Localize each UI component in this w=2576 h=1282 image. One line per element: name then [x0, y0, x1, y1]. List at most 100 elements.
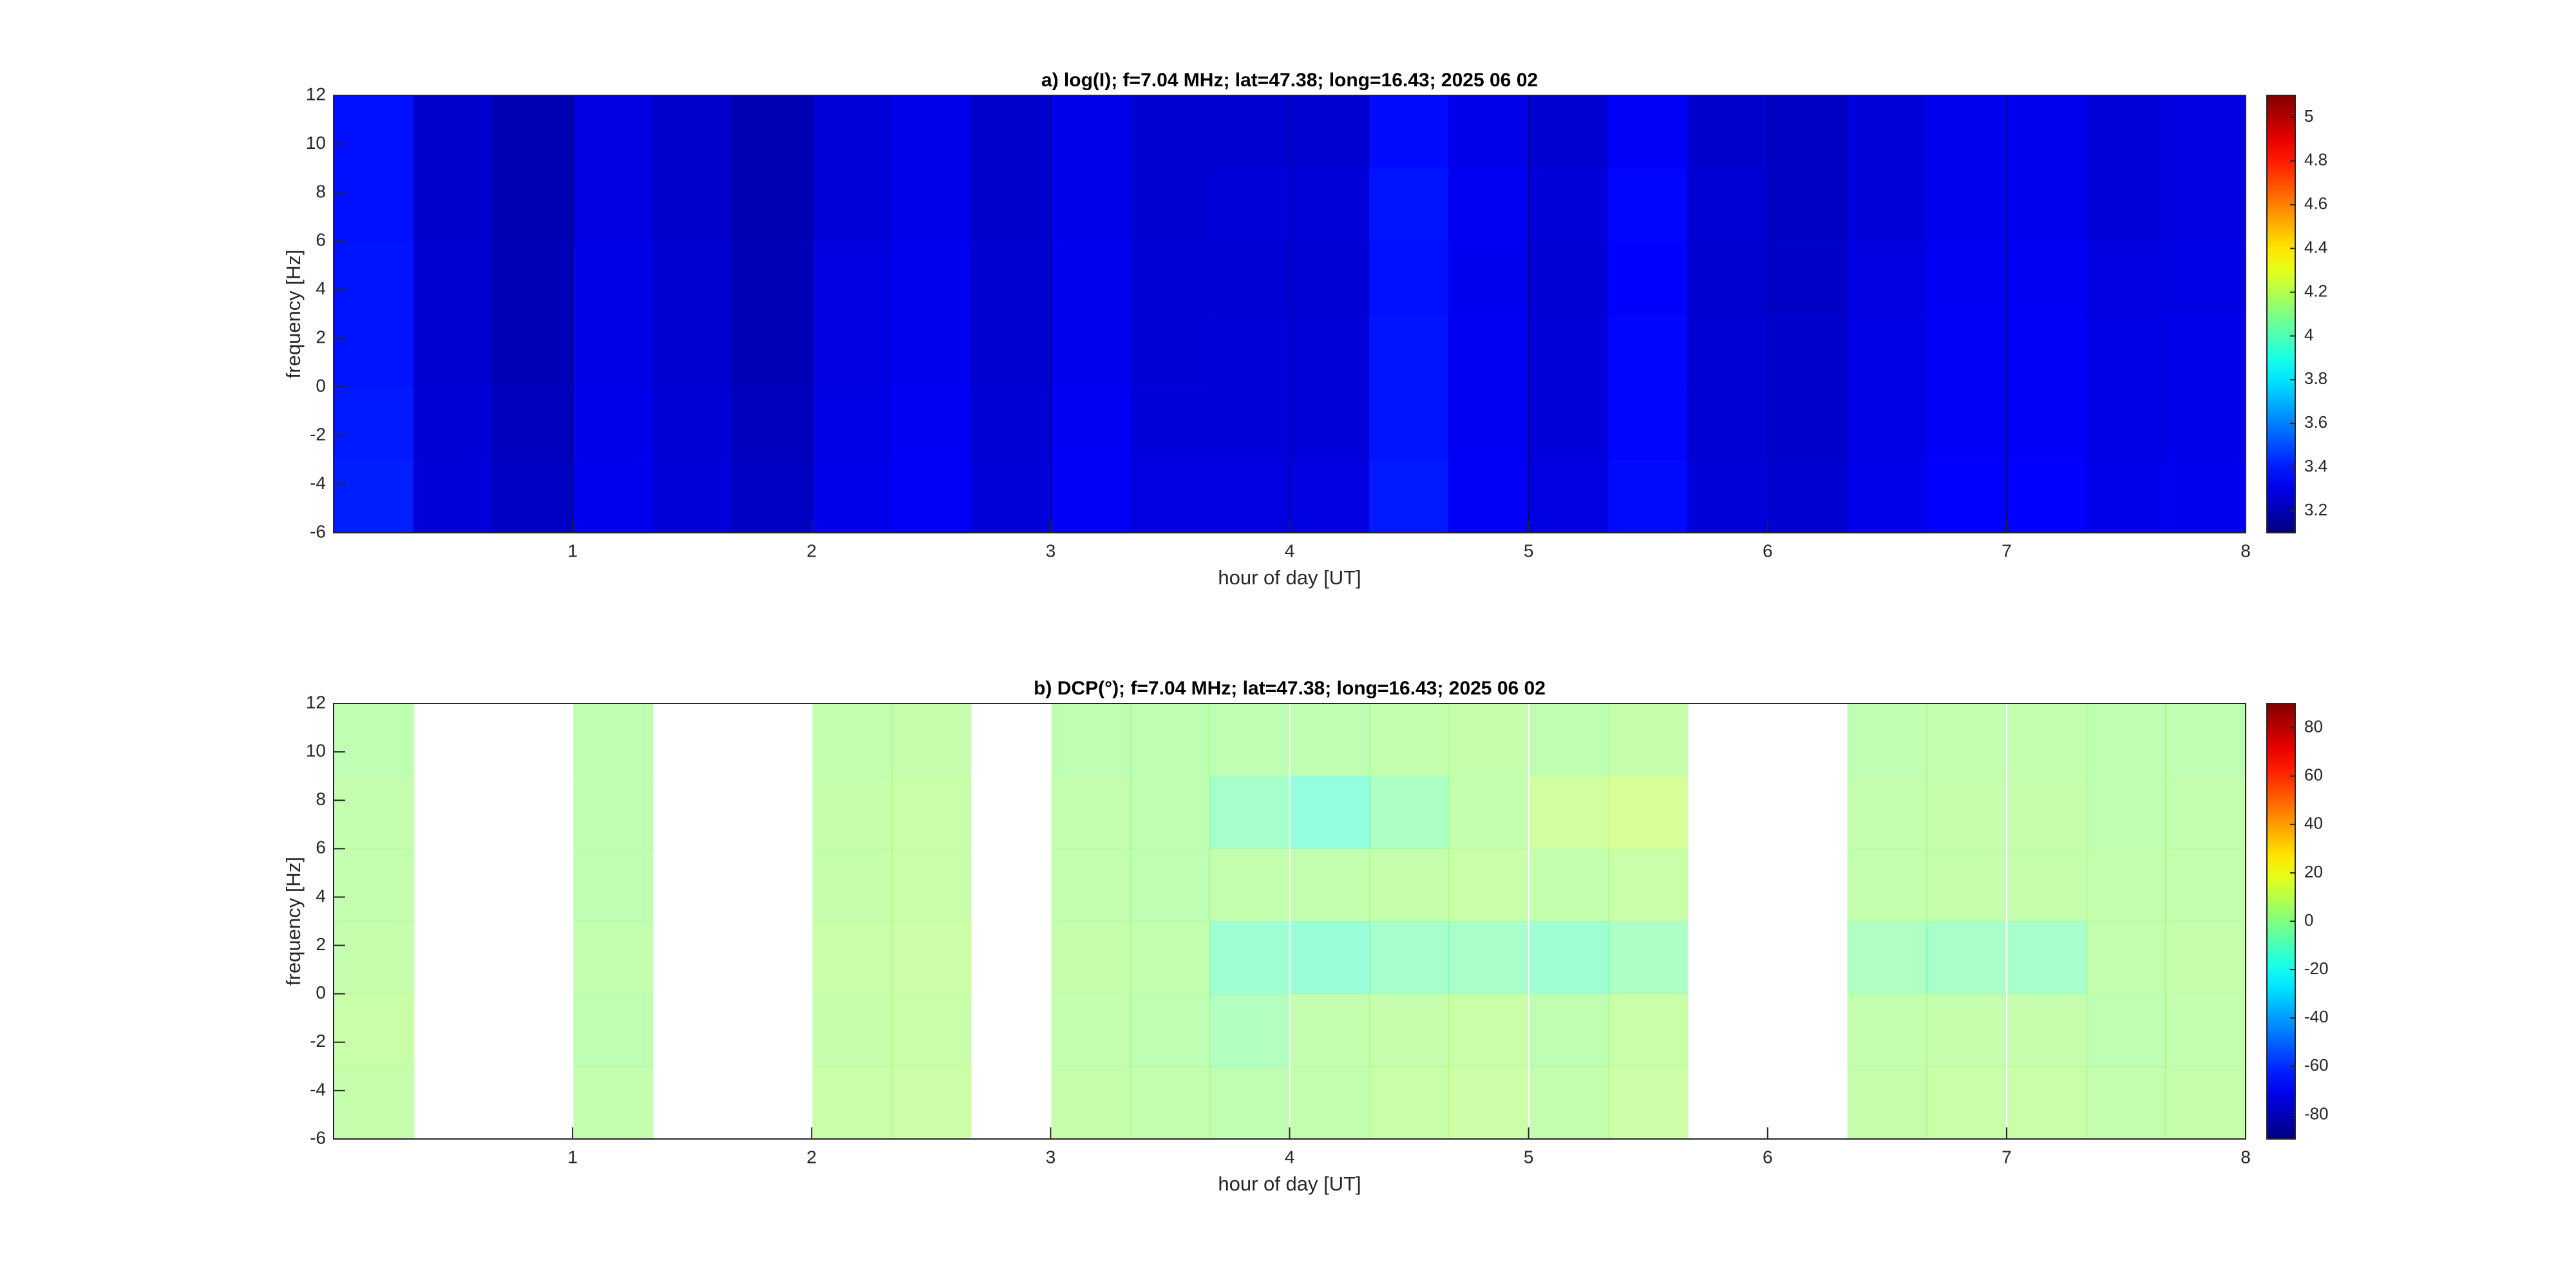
heatmap-cell [1529, 314, 1610, 388]
heatmap-cell [2086, 168, 2166, 242]
heatmap-cell [1608, 95, 1689, 169]
y-tick-label: -4 [310, 473, 326, 493]
heatmap-cell [1926, 168, 2007, 242]
heatmap-cell [1608, 241, 1689, 314]
heatmap-cell [812, 241, 893, 314]
heatmap-cell [1448, 921, 1528, 995]
heatmap-cell [2086, 95, 2166, 169]
heatmap-cell [1529, 241, 1610, 314]
heatmap-cell [573, 387, 654, 461]
heatmap-cell [2165, 776, 2246, 849]
heatmap-cell [652, 387, 733, 461]
colorbar-tick-label: 0 [2304, 910, 2313, 930]
heatmap-cell [2007, 459, 2088, 533]
heatmap-cell [1847, 387, 1927, 461]
y-tick-label: 0 [316, 376, 326, 396]
heatmap-cell [2007, 703, 2088, 777]
heatmap-cell [1130, 168, 1211, 242]
heatmap-cell [573, 168, 654, 242]
heatmap-cell [731, 168, 811, 242]
heatmap-cell [1369, 168, 1450, 242]
heatmap-cell [812, 95, 893, 169]
heatmap-cell [652, 241, 733, 314]
heatmap-cell [891, 241, 972, 314]
heatmap-cell [1448, 387, 1528, 461]
heatmap-cell [2086, 459, 2166, 533]
heatmap-cell [1926, 459, 2007, 533]
heatmap-cell [652, 314, 733, 388]
heatmap-cell [891, 1066, 972, 1140]
heatmap-cell [334, 168, 415, 242]
heatmap-cell [1209, 921, 1289, 995]
heatmap-cell [1051, 776, 1132, 849]
heatmap-cell [1847, 459, 1927, 533]
heatmap-cell [1847, 776, 1927, 849]
heatmap-cell [334, 848, 415, 922]
heatmap-cell [1130, 387, 1211, 461]
heatmap-cell [891, 387, 972, 461]
heatmap-cell [970, 168, 1050, 242]
heatmap-cell [1130, 848, 1211, 922]
heatmap-cell [812, 168, 893, 242]
heatmap-cell [2086, 387, 2166, 461]
heatmap-cell [1687, 95, 1768, 169]
colorbar-tick-label: 4 [2304, 325, 2313, 344]
heatmap-cell [1130, 314, 1211, 388]
heatmap-cell [1768, 314, 1849, 388]
heatmap-cell [1768, 168, 1849, 242]
heatmap-cell [1290, 168, 1370, 242]
x-tick-label: 3 [1046, 1147, 1056, 1167]
y-tick-label: 10 [306, 741, 326, 761]
heatmap-cell [2165, 1066, 2246, 1140]
heatmap-cell [1926, 95, 2007, 169]
x-tick-label: 2 [806, 541, 817, 560]
heatmap-cell [1926, 1066, 2007, 1140]
heatmap-cell [1369, 776, 1450, 849]
heatmap-cell [1130, 241, 1211, 314]
heatmap-cell [1290, 459, 1370, 533]
heatmap-cell [1529, 848, 1610, 922]
heatmap-cell [1926, 993, 2007, 1067]
heatmap-cell [1529, 921, 1610, 995]
heatmap-cell [1290, 95, 1370, 169]
heatmap-cell [1130, 1066, 1211, 1140]
heatmap-cell [492, 95, 573, 169]
heatmap-cell [573, 993, 654, 1067]
heatmap-cell [1926, 387, 2007, 461]
colorbar-tick-label: -40 [2304, 1007, 2329, 1026]
chart-title: b) DCP(°); f=7.04 MHz; lat=47.38; long=1… [1034, 678, 1546, 699]
y-tick-label: -6 [310, 521, 326, 541]
heatmap-cell [1051, 1066, 1132, 1140]
heatmap-cell [1209, 314, 1289, 388]
colorbar-tick-label: 4.2 [2304, 281, 2327, 300]
heatmap-cell [970, 459, 1050, 533]
y-tick-label: 6 [316, 837, 326, 857]
heatmap-cell [1209, 848, 1289, 922]
heatmap-cell [2086, 703, 2166, 777]
heatmap-cell [1687, 168, 1768, 242]
heatmap-cell [891, 993, 972, 1067]
heatmap-cell [2007, 241, 2088, 314]
heatmap-cell [413, 241, 493, 314]
heatmap-cell [1051, 459, 1132, 533]
heatmap-cell [1926, 921, 2007, 995]
heatmap-cell [1448, 241, 1528, 314]
x-tick-label: 1 [567, 1147, 578, 1167]
heatmap-cell [1926, 848, 2007, 922]
x-tick-label: 2 [806, 1147, 817, 1167]
heatmap-cell [2165, 168, 2246, 242]
heatmap-cell [573, 703, 654, 777]
heatmap-cell [1130, 993, 1211, 1067]
heatmap-cell [1608, 848, 1689, 922]
heatmap-cell [1369, 1066, 1450, 1140]
heatmap-cell [1448, 95, 1528, 169]
x-tick-label: 5 [1524, 1147, 1534, 1167]
heatmap-cell [1369, 387, 1450, 461]
heatmap-cell [1290, 314, 1370, 388]
heatmap-cell [1768, 459, 1849, 533]
heatmap-cell [1369, 459, 1450, 533]
heatmap-cell [334, 314, 415, 388]
heatmap-cell [1369, 314, 1450, 388]
x-tick-label: 4 [1285, 541, 1295, 560]
heatmap-cell [1608, 921, 1689, 995]
